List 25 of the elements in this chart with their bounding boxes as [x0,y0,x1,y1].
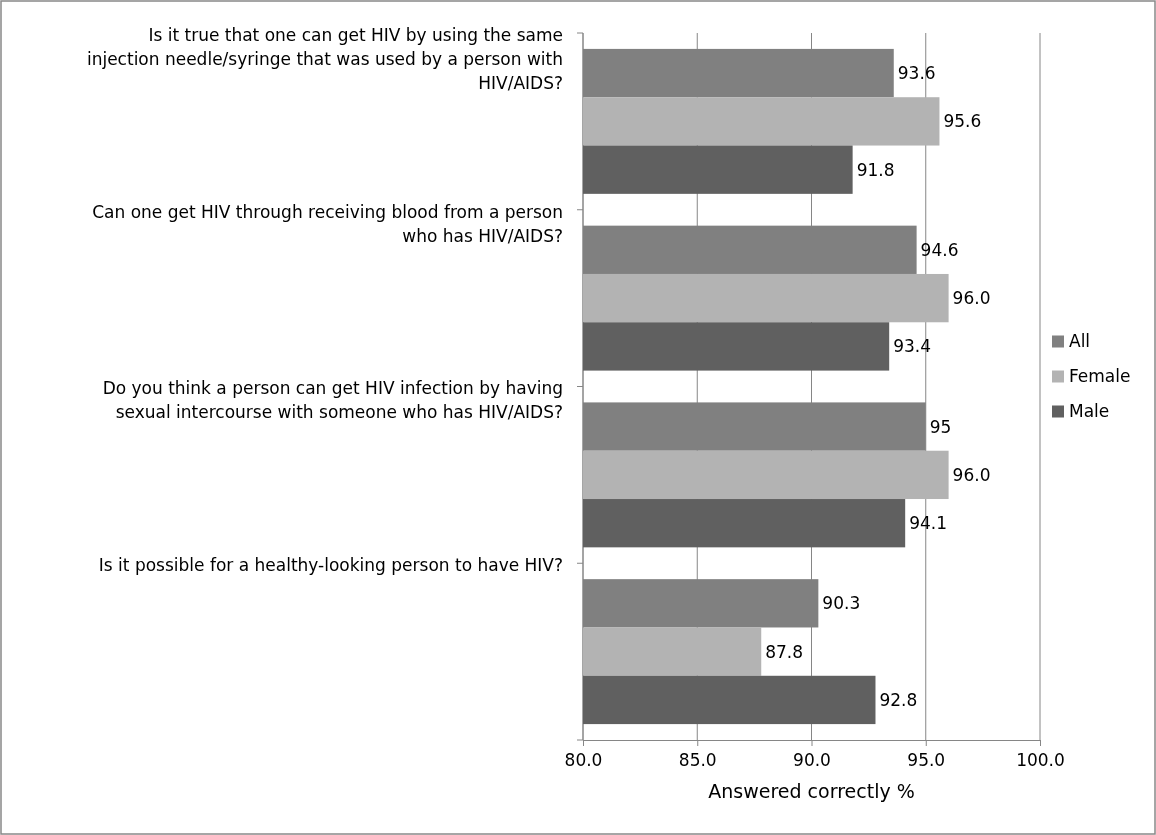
x-tick-label: 85.0 [678,750,717,771]
data-label: 92.8 [879,689,918,710]
data-label: 96.0 [952,288,991,309]
x-tick-label: 80.0 [564,750,603,771]
legend-label: Male [1069,401,1110,422]
x-axis-title: Answered correctly % [708,780,915,802]
data-label: 96.0 [952,464,991,485]
data-label: 95 [929,416,952,437]
data-label: 93.6 [897,63,936,84]
data-label: 90.3 [822,593,861,614]
data-label: 94.6 [920,239,959,260]
data-label: 87.8 [765,641,804,662]
x-tick-label: 100.0 [1016,750,1065,771]
legend-label: Female [1069,366,1131,387]
legend-label: All [1069,331,1091,352]
x-tick-label: 95.0 [907,750,946,771]
data-label: 93.4 [893,336,932,357]
y-tick-label: Do you think a person can get HIV infection by having sexual intercourse with someone who has HIV/AIDS? [102,378,563,423]
x-tick-label: 90.0 [793,750,831,771]
data-label: 94.1 [909,513,948,534]
y-tick-label: Is it true that one can get HIV by using the same injection needle/syringe that was used by a person with HIV/AIDS? [86,24,563,93]
y-tick-label: Can one get HIV through receiving blood from a person who has HIV/AIDS? [92,201,563,246]
data-label: 91.8 [856,159,895,180]
y-tick-label: Is it possible for a healthy-looking person to have HIV? [98,555,563,576]
data-label: 95.6 [943,111,982,132]
